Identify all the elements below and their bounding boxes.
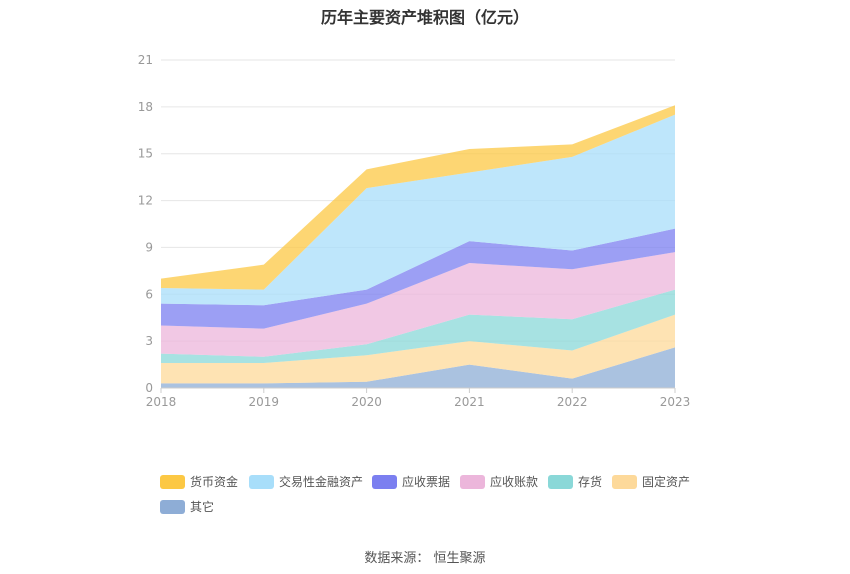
legend-item[interactable]: 固定资产 (612, 473, 690, 490)
x-tick-label: 2018 (146, 395, 177, 409)
legend-item[interactable]: 存货 (548, 473, 602, 490)
area-layer (161, 105, 675, 388)
data-source: 数据来源： 恒生聚源 (364, 551, 486, 566)
x-tick-label: 2019 (249, 395, 280, 409)
chart-title: 历年主要资产堆积图（亿元） (320, 8, 529, 27)
legend-swatch (160, 474, 185, 489)
legend-item[interactable]: 其它 (160, 498, 214, 515)
legend-label: 应收账款 (490, 475, 539, 489)
legend-swatch (372, 474, 397, 489)
y-tick-label: 6 (145, 287, 153, 301)
legend-item[interactable]: 应收账款 (460, 473, 538, 490)
legend-label: 应收票据 (402, 475, 451, 489)
legend-swatch (249, 474, 274, 489)
legend-swatch (612, 474, 637, 489)
legend-label: 交易性金融资产 (279, 475, 364, 489)
legend-item[interactable]: 应收票据 (372, 473, 450, 490)
y-tick-label: 9 (145, 240, 153, 254)
y-tick-label: 3 (145, 334, 153, 348)
area-series-2 (161, 289, 675, 364)
legend-label: 固定资产 (642, 475, 691, 489)
area-series-4 (161, 228, 675, 329)
x-tick-label: 2020 (351, 395, 382, 409)
area-series-5 (161, 114, 675, 306)
x-tick-label: 2023 (660, 395, 691, 409)
x-tick-label: 2021 (454, 395, 485, 409)
legend-label: 货币资金 (190, 475, 239, 489)
area-series-6 (161, 105, 675, 290)
legend-label: 存货 (578, 475, 603, 489)
area-series-3 (161, 252, 675, 357)
area-series-0 (161, 347, 675, 388)
legend-item[interactable]: 货币资金 (160, 473, 238, 490)
legend-swatch (460, 474, 485, 489)
legend-swatch (160, 499, 185, 514)
legend-item[interactable]: 交易性金融资产 (249, 473, 363, 490)
y-tick-label: 21 (138, 53, 153, 67)
y-tick-label: 12 (138, 194, 153, 208)
y-tick-label: 18 (138, 100, 153, 114)
y-tick-label: 0 (145, 381, 153, 395)
x-tick-label: 2022 (557, 395, 588, 409)
legend-swatch (548, 474, 573, 489)
legend-label: 其它 (190, 500, 215, 514)
axis-layer: 0 3 6 9 12 15 18 21 2018 2019 2020 2021 2022 2023 (138, 53, 691, 409)
y-tick-label: 15 (138, 147, 153, 161)
area-series-1 (161, 314, 675, 384)
